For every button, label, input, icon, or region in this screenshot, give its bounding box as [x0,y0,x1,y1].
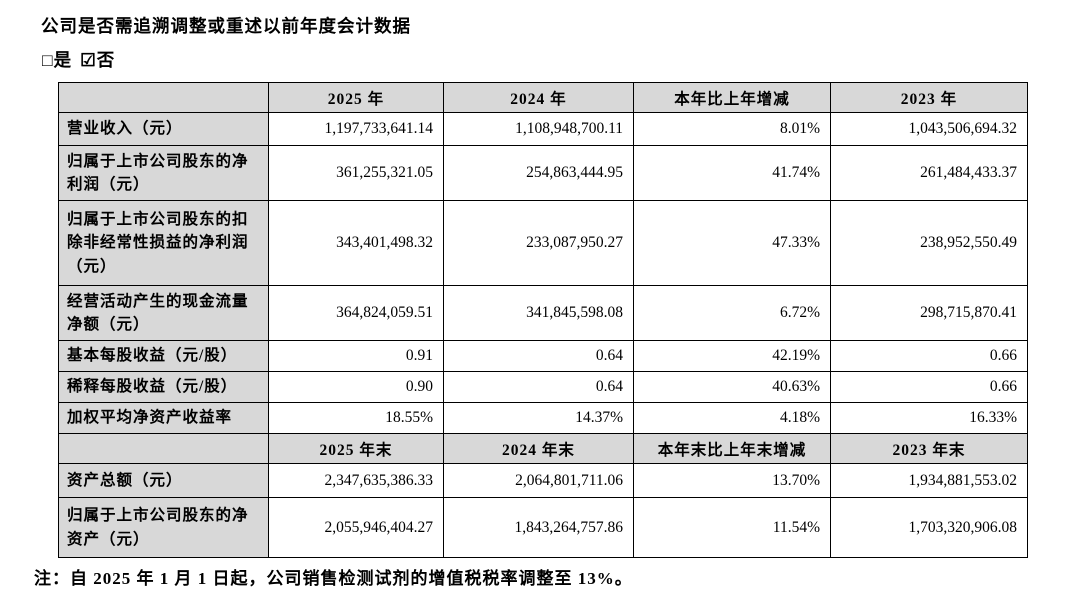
column-header-2024: 2024 年 [443,82,634,113]
row-label: 基本每股收益（元/股） [58,340,269,372]
table-row-total-assets: 资产总额（元） 2,347,635,386.33 2,064,801,711.0… [58,463,1028,498]
cell-value: 18.55% [268,402,444,434]
row-label: 营业收入（元） [58,112,269,146]
cell-value: 298,715,870.41 [830,285,1028,341]
row-label: 资产总额（元） [58,463,269,498]
column-header-2023-end: 2023 年末 [830,433,1028,464]
cell-value: 0.64 [443,340,634,372]
column-header-2023: 2023 年 [830,82,1028,113]
table-header-row-year: 2025 年 2024 年 本年比上年增减 2023 年 [58,82,1028,113]
cell-value: 4.18% [633,402,831,434]
cell-value: 261,484,433.37 [830,145,1028,201]
row-label: 经营活动产生的现金流量净额（元） [58,285,269,341]
row-label: 归属于上市公司股东的净资产（元） [58,497,269,558]
cell-value: 40.63% [633,371,831,403]
cell-value: 343,401,498.32 [268,200,444,286]
table-row-basic-eps: 基本每股收益（元/股） 0.91 0.64 42.19% 0.66 [58,340,1028,372]
cell-value: 14.37% [443,402,634,434]
row-label: 归属于上市公司股东的扣除非经常性损益的净利润（元） [58,200,269,286]
cell-value: 1,934,881,553.02 [830,463,1028,498]
table-header-row-year-end: 2025 年末 2024 年末 本年末比上年末增减 2023 年末 [58,433,1028,464]
cell-value: 341,845,598.08 [443,285,634,341]
cell-value: 2,347,635,386.33 [268,463,444,498]
checkbox-no-option: ☑否 [80,50,116,70]
column-header-yoy-change: 本年比上年增减 [633,82,831,113]
table-row-net-profit-excl-nonrecurring: 归属于上市公司股东的扣除非经常性损益的净利润（元） 343,401,498.32… [58,200,1028,286]
cell-value: 364,824,059.51 [268,285,444,341]
cell-value: 361,255,321.05 [268,145,444,201]
column-header-2024-end: 2024 年末 [443,433,634,464]
checkbox-yes-option: □是 [42,50,73,70]
footnote: 注：自 2025 年 1 月 1 日起，公司销售检测试剂的增值税税率调整至 13… [34,569,633,588]
financial-summary-table: 2025 年 2024 年 本年比上年增减 2023 年 营业收入（元） 1,1… [58,82,1028,558]
table-row-net-profit: 归属于上市公司股东的净利润（元） 361,255,321.05 254,863,… [58,145,1028,201]
column-header-year-end-change: 本年末比上年末增减 [633,433,831,464]
cell-value: 2,055,946,404.27 [268,497,444,558]
cell-value: 2,064,801,711.06 [443,463,634,498]
row-label: 稀释每股收益（元/股） [58,371,269,403]
checkbox-line: □是 ☑否 [42,47,123,72]
cell-value: 1,843,264,757.86 [443,497,634,558]
table-row-net-assets: 归属于上市公司股东的净资产（元） 2,055,946,404.27 1,843,… [58,497,1028,558]
cell-value: 6.72% [633,285,831,341]
row-label: 加权平均净资产收益率 [58,402,269,434]
cell-value: 11.54% [633,497,831,558]
cell-value: 1,108,948,700.11 [443,112,634,146]
page-title: 公司是否需追溯调整或重述以前年度会计数据 [41,16,411,36]
cell-value: 0.64 [443,371,634,403]
cell-value: 233,087,950.27 [443,200,634,286]
cell-value: 1,197,733,641.14 [268,112,444,146]
cell-value: 8.01% [633,112,831,146]
cell-value: 42.19% [633,340,831,372]
table-row-operating-cash-flow: 经营活动产生的现金流量净额（元） 364,824,059.51 341,845,… [58,285,1028,341]
cell-value: 238,952,550.49 [830,200,1028,286]
cell-value: 13.70% [633,463,831,498]
column-header-2025: 2025 年 [268,82,444,113]
column-header-2025-end: 2025 年末 [268,433,444,464]
row-label: 归属于上市公司股东的净利润（元） [58,145,269,201]
cell-value: 16.33% [830,402,1028,434]
table-corner-cell [58,82,269,113]
cell-value: 0.66 [830,371,1028,403]
cell-value: 254,863,444.95 [443,145,634,201]
cell-value: 0.66 [830,340,1028,372]
cell-value: 1,703,320,906.08 [830,497,1028,558]
cell-value: 0.90 [268,371,444,403]
cell-value: 0.91 [268,340,444,372]
table-row-diluted-eps: 稀释每股收益（元/股） 0.90 0.64 40.63% 0.66 [58,371,1028,403]
table-row-revenue: 营业收入（元） 1,197,733,641.14 1,108,948,700.1… [58,112,1028,146]
cell-value: 47.33% [633,200,831,286]
table-row-weighted-roe: 加权平均净资产收益率 18.55% 14.37% 4.18% 16.33% [58,402,1028,434]
cell-value: 41.74% [633,145,831,201]
table-corner-cell [58,433,269,464]
cell-value: 1,043,506,694.32 [830,112,1028,146]
